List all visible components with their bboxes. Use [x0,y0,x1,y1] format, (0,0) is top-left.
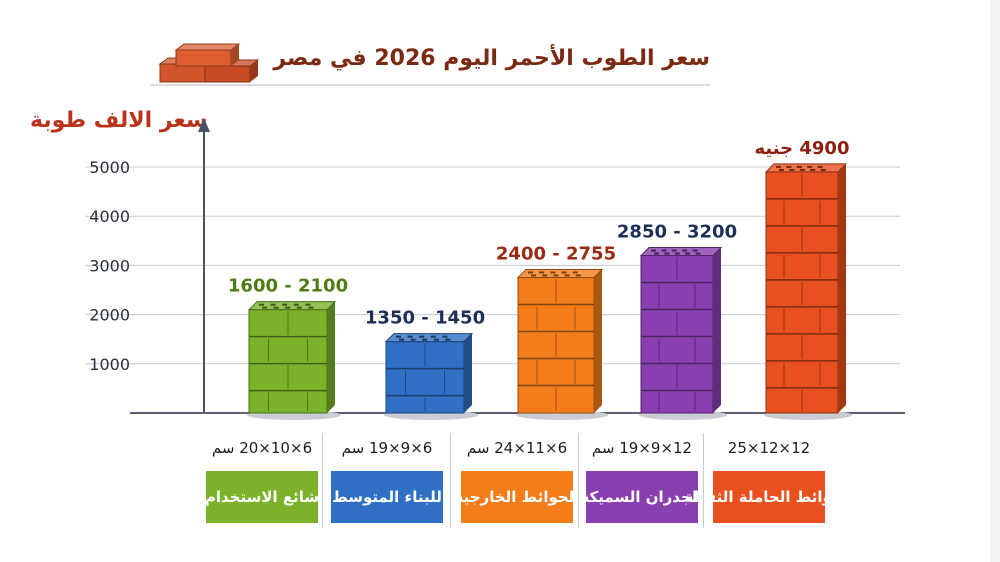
category-2: 6×9×19 سم للبناء المتوسط [325,433,449,533]
category-4: 12×9×19 سم للجدران السميكة [580,433,704,533]
category-dimensions: 6×10×20 سم [211,439,313,457]
bar-4 [639,247,727,420]
y-tick-4000: 4000 [89,207,130,226]
category-label: الحوائط الحاملة الثقيلة [684,471,854,523]
bar-5 [764,163,852,420]
value-label-3: 2400 - 2755 [496,243,616,264]
value-label-1: 1600 - 2100 [228,276,348,297]
y-tick-5000: 5000 [89,158,130,177]
y-tick-3000: 3000 [89,256,130,275]
bar-2 [384,333,478,420]
category-dimensions: 12×9×19 سم [591,439,693,457]
bar-3 [516,268,608,420]
category-dimensions: 6×11×24 سم [466,439,568,457]
category-separator [450,433,451,528]
value-label-5: 4900 جنيه [755,138,850,159]
category-separator [703,433,704,528]
value-label-4: 2850 - 3200 [617,222,737,243]
brick-stack-icon [158,43,260,83]
category-row: 6×10×20 سم شائع الاستخدام 6×9×19 سم للبناء … [0,433,1000,533]
category-separator [578,433,579,528]
category-label: للجدران السميكة [580,471,704,523]
category-dimensions: 6×9×19 سم [341,439,433,457]
chart-title: سعر الطوب الأحمر اليوم 2026 في مصر [273,46,710,71]
y-tick-1000: 1000 [89,355,130,374]
frame-edge [990,0,1000,562]
category-label: شائع الاستخدام [205,471,319,523]
y-tick-2000: 2000 [89,306,130,325]
category-5: 12×12×25 الحوائط الحاملة الثقيلة [684,433,854,533]
category-label: الحوائط الخارجية [455,471,579,523]
category-label: للبناء المتوسط [331,471,443,523]
category-1: 6×10×20 سم شائع الاستخدام [200,433,324,533]
y-axis-arrow-icon [198,118,210,132]
title-area: سعر الطوب الأحمر اليوم 2026 في مصر [150,38,710,86]
title-divider [150,84,710,86]
bar-1 [247,301,341,420]
category-dimensions: 12×12×25 [727,439,811,457]
category-separator [322,433,323,528]
value-label-2: 1350 - 1450 [365,308,485,329]
category-3: 6×11×24 سم الحوائط الخارجية [455,433,579,533]
y-axis-label: سعر الالف طوبة [30,108,208,133]
